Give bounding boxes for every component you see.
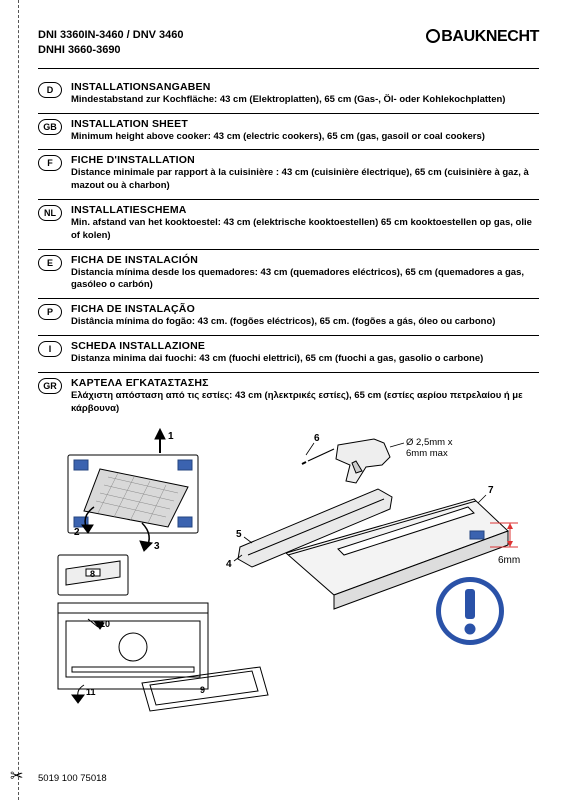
callout-7: 7: [488, 485, 494, 496]
callout-2: 2: [74, 527, 80, 538]
lang-badge: F: [38, 155, 62, 171]
lang-badge: GR: [38, 378, 62, 394]
callout-9: 9: [200, 685, 205, 695]
callout-3: 3: [154, 541, 160, 552]
lang-body: Ελάχιστη απόσταση από τις εστίες: 43 cm …: [71, 390, 539, 416]
header-rule: [38, 68, 539, 69]
lang-body: Distance minimale par rapport à la cuisi…: [71, 167, 539, 193]
lang-badge: P: [38, 304, 62, 320]
lang-title: FICHA DE INSTALACIÓN: [71, 254, 539, 266]
lang-block-i: I SCHEDA INSTALLAZIONEDistanza minima dai…: [38, 336, 539, 373]
doc-code: 5019 100 75018: [38, 773, 107, 784]
page-footer: 5019 100 75018: [38, 773, 107, 784]
lang-text: ΚΑΡΤΕΛΑ ΕΓΚΑΤΑΣΤΑΣΗΣΕλάχιστη απόσταση απ…: [71, 377, 539, 416]
lang-badge: NL: [38, 205, 62, 221]
lang-block-gb: GB INSTALLATION SHEETMinimum height above…: [38, 114, 539, 151]
lang-body: Distancia mínima desde los quemadores: 4…: [71, 267, 539, 293]
warning-icon: [436, 577, 504, 645]
lang-text: INSTALLATION SHEETMinimum height above c…: [71, 118, 539, 144]
callout-11: 11: [86, 687, 96, 697]
lang-block-e: E FICHA DE INSTALACIÓNDistancia mínima de…: [38, 250, 539, 300]
lang-body: Distanza minima dai fuochi: 43 cm (fuoch…: [71, 353, 539, 366]
lang-title: SCHEDA INSTALLAZIONE: [71, 340, 539, 352]
brand-text: BAUKNECHT: [441, 28, 539, 45]
lang-block-f: F FICHE D'INSTALLATIONDistance minimale p…: [38, 150, 539, 200]
installation-diagram: 1 2 3 8 10 11: [38, 427, 539, 717]
lang-text: INSTALLATIONSANGABENMindestabstand zur K…: [71, 81, 539, 107]
page-cut-line: [18, 0, 19, 800]
lang-badge: I: [38, 341, 62, 357]
lang-body: Distância mínima do fogão: 43 cm. (fogõe…: [71, 316, 539, 329]
callout-10: 10: [100, 619, 110, 629]
lang-title: INSTALLATIONSANGABEN: [71, 81, 539, 93]
drill-spec: Ø 2,5mm x 6mm max: [406, 437, 455, 459]
page-header: DNI 3360IN-3460 / DNV 3460 DNHI 3660-369…: [38, 28, 539, 58]
callout-5: 5: [236, 529, 242, 540]
gap-label: 6mm: [498, 555, 520, 566]
lang-block-gr: GR ΚΑΡΤΕΛΑ ΕΓΚΑΤΑΣΤΑΣΗΣΕλάχιστη απόσταση …: [38, 373, 539, 422]
lang-title: FICHA DE INSTALAÇÃO: [71, 303, 539, 315]
language-sections: D INSTALLATIONSANGABENMindestabstand zur …: [38, 77, 539, 422]
lang-text: FICHA DE INSTALAÇÃODistância mínima do f…: [71, 303, 539, 329]
lang-body: Min. afstand van het kooktoestel: 43 cm …: [71, 217, 539, 243]
lang-text: FICHE D'INSTALLATIONDistance minimale pa…: [71, 154, 539, 193]
callout-1: 1: [168, 431, 174, 442]
model-line-1: DNI 3360IN-3460 / DNV 3460: [38, 28, 184, 43]
lang-body: Minimum height above cooker: 43 cm (elec…: [71, 131, 539, 144]
lang-badge: E: [38, 255, 62, 271]
lang-text: INSTALLATIESCHEMAMin. afstand van het ko…: [71, 204, 539, 243]
callout-8: 8: [90, 569, 95, 579]
model-line-2: DNHI 3660-3690: [38, 43, 184, 58]
callout-6: 6: [314, 433, 320, 444]
lang-block-p: P FICHA DE INSTALAÇÃODistância mínima do …: [38, 299, 539, 336]
brand-ring-icon: [426, 29, 440, 43]
lang-title: ΚΑΡΤΕΛΑ ΕΓΚΑΤΑΣΤΑΣΗΣ: [71, 377, 539, 389]
lang-title: INSTALLATION SHEET: [71, 118, 539, 130]
lang-text: FICHA DE INSTALACIÓNDistancia mínima des…: [71, 254, 539, 293]
lang-badge: D: [38, 82, 62, 98]
lang-title: FICHE D'INSTALLATION: [71, 154, 539, 166]
lang-title: INSTALLATIESCHEMA: [71, 204, 539, 216]
diagram-svg: 1 2 3 8 10 11: [38, 427, 538, 717]
callout-4: 4: [226, 559, 232, 570]
lang-block-d: D INSTALLATIONSANGABENMindestabstand zur …: [38, 77, 539, 114]
lang-badge: GB: [38, 119, 62, 135]
model-numbers: DNI 3360IN-3460 / DNV 3460 DNHI 3660-369…: [38, 28, 184, 58]
lang-body: Mindestabstand zur Kochfläche: 43 cm (El…: [71, 94, 539, 107]
scissors-icon: ✂: [10, 766, 23, 786]
lang-text: SCHEDA INSTALLAZIONEDistanza minima dai …: [71, 340, 539, 366]
brand-logo: BAUKNECHT: [426, 28, 539, 46]
lang-block-nl: NL INSTALLATIESCHEMAMin. afstand van het …: [38, 200, 539, 250]
